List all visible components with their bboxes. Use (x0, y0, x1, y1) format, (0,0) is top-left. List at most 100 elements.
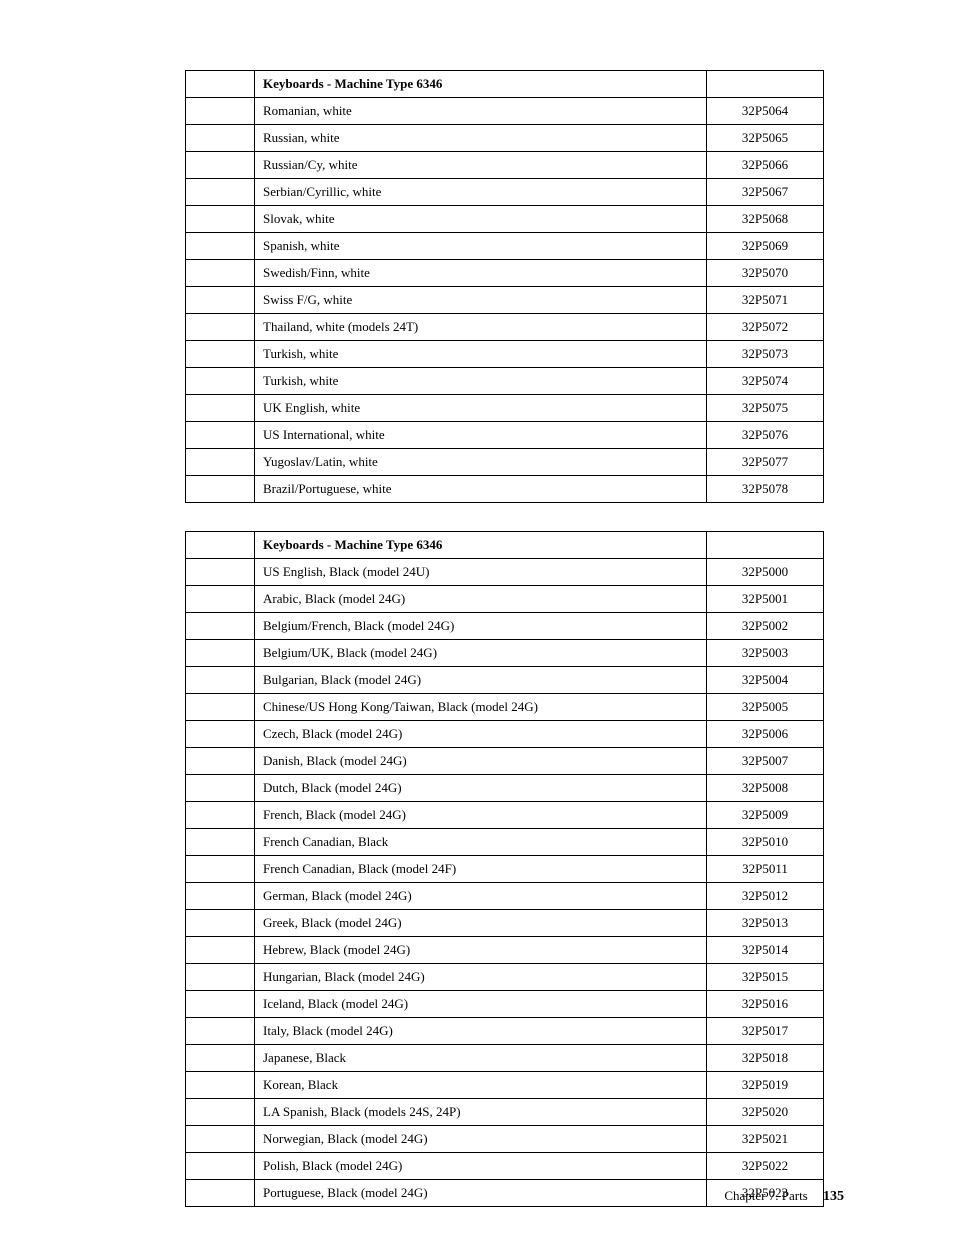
table-cell-code: 32P5014 (707, 937, 823, 963)
table-cell-name: Hebrew, Black (model 24G) (255, 937, 707, 963)
table-cell-name: Yugoslav/Latin, white (255, 449, 707, 475)
table-cell-code: 32P5011 (707, 856, 823, 882)
table-row: Bulgarian, Black (model 24G)32P5004 (186, 666, 823, 693)
table-row: French, Black (model 24G)32P5009 (186, 801, 823, 828)
table-cell-name: Italy, Black (model 24G) (255, 1018, 707, 1044)
table-cell-blank (186, 341, 255, 367)
table-cell-code: 32P5005 (707, 694, 823, 720)
table-cell-code: 32P5019 (707, 1072, 823, 1098)
table-cell-code: 32P5073 (707, 341, 823, 367)
table-cell-blank (186, 1099, 255, 1125)
table-cell-code: 32P5072 (707, 314, 823, 340)
table-row: Swedish/Finn, white32P5070 (186, 259, 823, 286)
table-row: Thailand, white (models 24T)32P5072 (186, 313, 823, 340)
table-row: Yugoslav/Latin, white32P5077 (186, 448, 823, 475)
table-cell-name: Spanish, white (255, 233, 707, 259)
table-cell-blank (186, 260, 255, 286)
table-cell-name: Slovak, white (255, 206, 707, 232)
table-row: Turkish, white32P5073 (186, 340, 823, 367)
table-row: Czech, Black (model 24G)32P5006 (186, 720, 823, 747)
table-cell-code: 32P5067 (707, 179, 823, 205)
table-cell-name: French Canadian, Black (model 24F) (255, 856, 707, 882)
table-cell-blank (186, 179, 255, 205)
table-row: Serbian/Cyrillic, white32P5067 (186, 178, 823, 205)
table-cell-name: Thailand, white (models 24T) (255, 314, 707, 340)
table-row: Dutch, Black (model 24G)32P5008 (186, 774, 823, 801)
table-cell-name: German, Black (model 24G) (255, 883, 707, 909)
table-cell-code: 32P5071 (707, 287, 823, 313)
table-cell-code: 32P5008 (707, 775, 823, 801)
table-cell-code: 32P5022 (707, 1153, 823, 1179)
table-cell-code: 32P5001 (707, 586, 823, 612)
table-cell-blank (186, 964, 255, 990)
table-cell-blank (186, 395, 255, 421)
table-cell-name: Czech, Black (model 24G) (255, 721, 707, 747)
table-row: Belgium/French, Black (model 24G)32P5002 (186, 612, 823, 639)
table-cell-code: 32P5004 (707, 667, 823, 693)
table-cell-blank (186, 1018, 255, 1044)
table-cell-blank (186, 1072, 255, 1098)
table-cell-code: 32P5078 (707, 476, 823, 502)
table-row: Norwegian, Black (model 24G)32P5021 (186, 1125, 823, 1152)
table-cell-name: Dutch, Black (model 24G) (255, 775, 707, 801)
table-cell-blank (186, 368, 255, 394)
table-cell-blank (186, 1153, 255, 1179)
table-cell-name: UK English, white (255, 395, 707, 421)
table-cell-blank (186, 314, 255, 340)
table-header-title: Keyboards - Machine Type 6346 (255, 71, 707, 97)
table-row: Polish, Black (model 24G)32P5022 (186, 1152, 823, 1179)
page: Keyboards - Machine Type 6346Romanian, w… (0, 0, 954, 1235)
table-cell-name: Belgium/French, Black (model 24G) (255, 613, 707, 639)
table-cell-blank (186, 1180, 255, 1206)
table-row: UK English, white32P5075 (186, 394, 823, 421)
table-cell-name: Turkish, white (255, 341, 707, 367)
table-cell-name: Turkish, white (255, 368, 707, 394)
table-cell-name: Korean, Black (255, 1072, 707, 1098)
table-row: Russian/Cy, white32P5066 (186, 151, 823, 178)
table-cell-blank (186, 775, 255, 801)
table-cell-name: Arabic, Black (model 24G) (255, 586, 707, 612)
table-header-row: Keyboards - Machine Type 6346 (186, 532, 823, 558)
table-cell-blank (186, 233, 255, 259)
table-row: Greek, Black (model 24G)32P5013 (186, 909, 823, 936)
table-cell-blank (186, 206, 255, 232)
table-cell-blank (186, 1045, 255, 1071)
table-cell-blank (186, 532, 255, 558)
table-cell-code: 32P5068 (707, 206, 823, 232)
table-cell-code: 32P5002 (707, 613, 823, 639)
table-row: Iceland, Black (model 24G)32P5016 (186, 990, 823, 1017)
table-cell-name: Chinese/US Hong Kong/Taiwan, Black (mode… (255, 694, 707, 720)
table-cell-name: Romanian, white (255, 98, 707, 124)
table-cell-name: French, Black (model 24G) (255, 802, 707, 828)
table-header-row: Keyboards - Machine Type 6346 (186, 71, 823, 97)
table-row: US English, Black (model 24U)32P5000 (186, 558, 823, 585)
table-cell-code: 32P5017 (707, 1018, 823, 1044)
keyboards-table-2: Keyboards - Machine Type 6346US English,… (185, 531, 824, 1207)
table-row: German, Black (model 24G)32P5012 (186, 882, 823, 909)
table-row: Japanese, Black32P5018 (186, 1044, 823, 1071)
table-row: Danish, Black (model 24G)32P5007 (186, 747, 823, 774)
table-cell-name: Iceland, Black (model 24G) (255, 991, 707, 1017)
table-cell-name: Norwegian, Black (model 24G) (255, 1126, 707, 1152)
table-cell-code: 32P5000 (707, 559, 823, 585)
table-header-title: Keyboards - Machine Type 6346 (255, 532, 707, 558)
table-row: Swiss F/G, white32P5071 (186, 286, 823, 313)
table-row: US International, white32P5076 (186, 421, 823, 448)
table-cell-blank (186, 125, 255, 151)
table-cell-code: 32P5016 (707, 991, 823, 1017)
table-cell-blank (186, 856, 255, 882)
table-cell-blank (186, 559, 255, 585)
table-cell-code: 32P5009 (707, 802, 823, 828)
table-row: LA Spanish, Black (models 24S, 24P)32P50… (186, 1098, 823, 1125)
table-cell-code: 32P5018 (707, 1045, 823, 1071)
table-cell-blank (186, 829, 255, 855)
table-cell-code: 32P5013 (707, 910, 823, 936)
table-cell-code: 32P5007 (707, 748, 823, 774)
table-cell-blank (186, 667, 255, 693)
table-cell-name: Hungarian, Black (model 24G) (255, 964, 707, 990)
table-row: Belgium/UK, Black (model 24G)32P5003 (186, 639, 823, 666)
table-cell-blank (186, 883, 255, 909)
table-cell-name: Bulgarian, Black (model 24G) (255, 667, 707, 693)
table-cell-code: 32P5069 (707, 233, 823, 259)
table-cell-blank (186, 937, 255, 963)
